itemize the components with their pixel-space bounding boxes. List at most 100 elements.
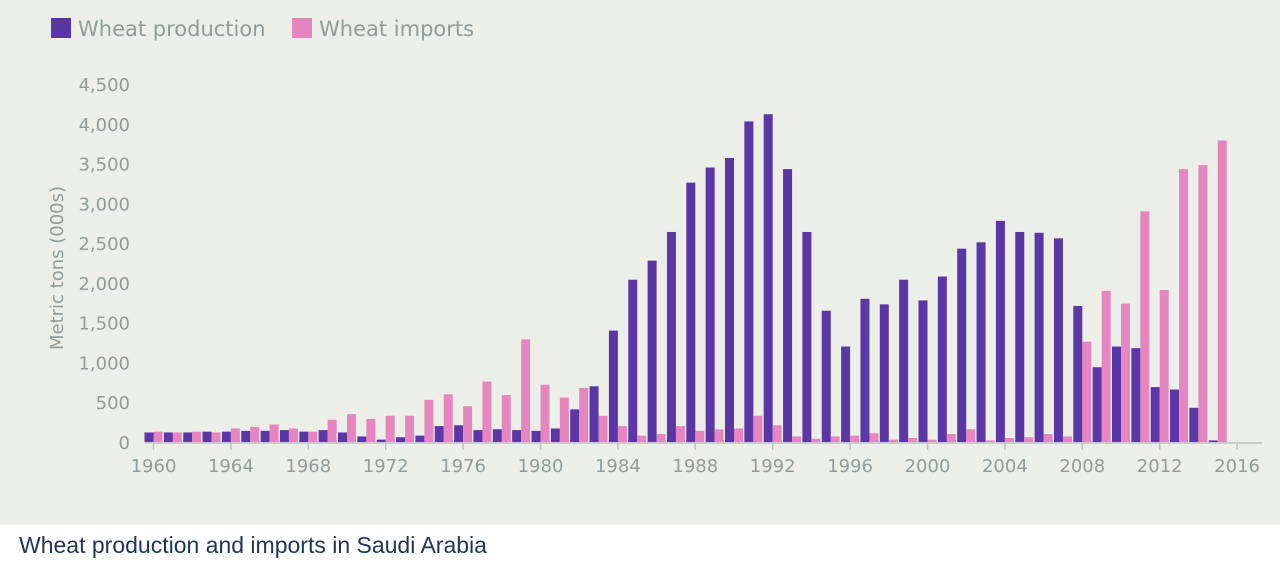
imports-bar-1980 [540, 384, 550, 442]
x-tick-label: 2008 [1059, 456, 1105, 477]
x-tick-label: 1968 [285, 456, 331, 477]
production-bar-1997 [860, 298, 870, 442]
production-bar-1989 [705, 167, 715, 443]
imports-bar-1975 [443, 394, 453, 442]
legend: Wheat production Wheat imports [51, 17, 474, 41]
production-bar-1995 [821, 310, 831, 442]
imports-bar-1997 [869, 433, 879, 442]
production-bar-1985 [628, 279, 638, 442]
production-bar-2002 [957, 248, 967, 442]
production-bar-1962 [183, 432, 193, 442]
production-bar-1974 [415, 435, 425, 442]
imports-bar-1972 [385, 415, 395, 442]
legend-label-production: Wheat production [78, 17, 266, 41]
x-tick-label: 1980 [518, 456, 564, 477]
imports-bar-1963 [211, 432, 221, 442]
x-tick-label: 1988 [672, 456, 718, 477]
imports-bar-1991 [753, 415, 763, 442]
imports-bar-1969 [327, 419, 337, 442]
imports-bar-2008 [1082, 341, 1092, 442]
y-tick-label: 2,500 [78, 234, 130, 255]
production-bar-1968 [299, 431, 309, 442]
imports-bar-2013 [1179, 169, 1189, 442]
production-bar-1967 [279, 430, 289, 442]
y-tick-label: 3,500 [78, 155, 130, 176]
production-bar-1983 [589, 386, 599, 442]
production-bar-1964 [221, 431, 231, 442]
x-tick-label: 1984 [595, 456, 641, 477]
imports-bar-1992 [772, 425, 782, 442]
imports-bar-1964 [230, 428, 240, 442]
x-tick-label: 1964 [208, 456, 254, 477]
x-tick-label: 1960 [131, 456, 177, 477]
legend-label-imports: Wheat imports [319, 17, 474, 41]
production-bar-1963 [202, 431, 212, 442]
production-bar-1988 [686, 182, 696, 442]
production-bar-1984 [608, 330, 618, 442]
production-bar-2008 [1073, 305, 1083, 442]
production-bar-1979 [512, 430, 522, 442]
imports-bar-2000 [927, 439, 937, 442]
imports-bar-1983 [598, 415, 608, 442]
production-bar-2010 [1112, 346, 1121, 442]
production-bar-2001 [937, 276, 947, 442]
imports-bar-1977 [482, 381, 492, 442]
production-bar-2007 [1053, 238, 1063, 442]
imports-bar-2001 [946, 434, 956, 442]
imports-bar-1999 [908, 438, 918, 442]
imports-bar-1988 [695, 430, 705, 442]
x-axis-ticks: 1960 1964 1968 1972 1976 1980 1984 1988 1992 1996… [131, 443, 1260, 477]
imports-bar-1995 [830, 436, 840, 442]
production-bar-1991 [744, 121, 754, 442]
imports-bar-1966 [269, 424, 279, 442]
x-tick-label: 2004 [982, 456, 1028, 477]
y-axis-title: Metric tons (000s) [47, 186, 68, 350]
production-bar-2004 [995, 220, 1005, 442]
production-bar-2003 [976, 242, 986, 442]
imports-bar-1993 [792, 436, 802, 442]
imports-bar-2009 [1101, 290, 1111, 442]
production-bar-1992 [763, 114, 773, 442]
imports-bar-1985 [637, 435, 647, 442]
production-bar-1961 [163, 432, 173, 442]
imports-bar-1978 [501, 395, 511, 442]
x-tick-label: 1996 [827, 456, 873, 477]
imports-bar-1981 [559, 397, 569, 442]
y-axis-ticks: 0 500 1,000 1,500 2,000 2,500 3,000 3,500 4,000 4… [78, 75, 130, 454]
production-bar-1978 [492, 429, 502, 442]
production-bar-1987 [666, 231, 676, 442]
imports-bar-2015 [1217, 140, 1227, 443]
production-bar-1960 [144, 432, 154, 442]
imports-bar-1979 [521, 339, 531, 442]
imports-bar-1960 [153, 431, 163, 442]
y-tick-label: 4,000 [78, 115, 130, 136]
y-tick-label: 3,000 [78, 194, 130, 215]
production-bar-1998 [879, 304, 889, 442]
imports-bar-1971 [366, 418, 376, 442]
imports-bar-2012 [1159, 290, 1169, 442]
production-bar-1996 [841, 346, 851, 442]
production-bar-1970 [338, 432, 347, 442]
x-tick-label: 1992 [750, 456, 796, 477]
imports-bar-1984 [617, 426, 627, 442]
imports-bar-1986 [656, 434, 666, 442]
production-bar-1986 [647, 260, 657, 442]
imports-bar-1973 [405, 415, 415, 442]
imports-bar-1994 [811, 438, 821, 442]
imports-bar-1998 [888, 439, 898, 442]
y-tick-label: 4,500 [78, 75, 130, 96]
x-tick-label: 2000 [905, 456, 951, 477]
imports-bar-1974 [424, 399, 434, 442]
production-bar-2006 [1034, 232, 1044, 442]
legend-swatch-imports [292, 18, 312, 38]
x-tick-label: 2016 [1214, 456, 1260, 477]
production-bar-2009 [1092, 367, 1102, 442]
production-bar-1971 [357, 436, 367, 442]
imports-bar-1996 [850, 435, 860, 442]
y-tick-label: 0 [119, 433, 130, 454]
production-bar-1982 [570, 409, 580, 442]
production-bar-1994 [802, 231, 812, 442]
production-bar-1965 [241, 430, 251, 442]
production-bar-1973 [396, 437, 406, 442]
imports-bar-2005 [1024, 437, 1034, 442]
